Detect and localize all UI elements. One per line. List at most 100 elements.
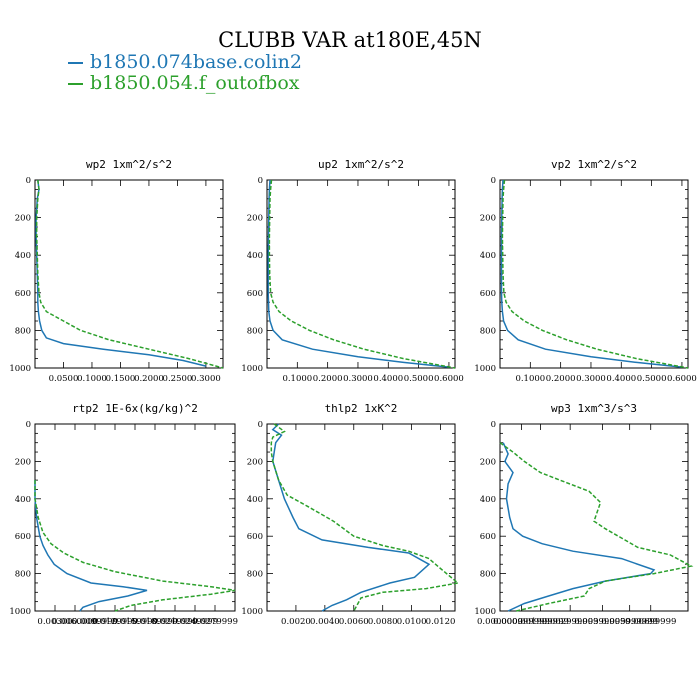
y-tick-label: 200 <box>15 214 31 224</box>
panel-frame <box>266 423 456 612</box>
x-tick-label: 0.0120 <box>426 617 456 627</box>
panel-4: thlp2 1xK^2 0 200 400 600 800 1000 0.0020 0.0040… <box>241 402 460 627</box>
y-tick-label: 600 <box>480 289 496 299</box>
panel-title: thlp2 1xK^2 <box>325 402 398 415</box>
panel-5: wp3 1xm^3/s^3020040060080010000.00000000… <box>474 402 694 627</box>
y-tick-label: 400 <box>15 251 31 261</box>
y-tick-label: 800 <box>480 326 496 336</box>
series-base-line <box>500 179 682 368</box>
x-tick-label: 0.00699999 <box>625 617 676 627</box>
y-tick-label: 200 <box>480 457 496 467</box>
legend-label-outofbox: b1850.054.f_outofbox <box>90 72 300 94</box>
panel-0: wp2 1xm^2/s^2 0 200 400 600 800 1000 0.05000.10… <box>9 158 224 384</box>
x-tick-label: 0.1000 <box>77 374 107 384</box>
x-tick-label: 0.00300 <box>37 617 72 627</box>
panel-frame <box>499 179 689 369</box>
series-outofbox-line <box>501 179 689 369</box>
y-tick-label: 200 <box>247 457 263 467</box>
y-tick-label: 400 <box>247 495 263 505</box>
y-tick-label: 800 <box>480 570 496 580</box>
x-tick-label: 0.6000 <box>667 374 697 384</box>
series-base-line <box>502 442 656 612</box>
legend-swatch-outofbox <box>68 82 83 85</box>
x-tick-label: 0.2000 <box>313 374 343 384</box>
y-tick-label: 800 <box>247 326 263 336</box>
x-tick-label: 0.2000 <box>134 374 164 384</box>
y-tick-label: 400 <box>15 495 31 505</box>
x-tick-label: 0.003999999 <box>574 617 631 627</box>
y-tick-label: 800 <box>15 326 31 336</box>
legend: b1850.074base.colin2 b1850.054.f_outofbo… <box>68 52 302 94</box>
x-tick-label: 0.3000 <box>576 374 606 384</box>
x-tick-label: 0.6000 <box>434 374 464 384</box>
y-tick-label: 600 <box>247 532 263 542</box>
x-tick-label: 0.2000 <box>546 374 576 384</box>
y-tick-label: 800 <box>15 570 31 580</box>
legend-item-base: b1850.074base.colin2 <box>68 52 302 73</box>
panel-frame <box>266 179 456 369</box>
y-tick-label: 600 <box>480 532 496 542</box>
y-tick-label: 0 <box>258 420 263 430</box>
x-tick-label: 0.0219999 <box>152 617 198 627</box>
y-tick-label: 600 <box>15 532 31 542</box>
panel-title: wp3 1xm^3/s^3 <box>551 402 637 415</box>
series-base-line <box>271 423 431 612</box>
series-outofbox-line <box>35 179 224 369</box>
x-tick-label: 0.5000 <box>637 374 667 384</box>
x-tick-label: 0.5000 <box>404 374 434 384</box>
series-outofbox-line <box>34 480 236 612</box>
x-tick-label: 0.0129999 <box>92 617 138 627</box>
y-tick-label: 400 <box>480 495 496 505</box>
x-tick-label: 0.001999999 <box>512 617 569 627</box>
series-outofbox-line <box>499 442 694 612</box>
legend-swatch-base <box>68 61 83 64</box>
x-tick-label: 0.000999999 <box>493 617 550 627</box>
y-tick-label: 0 <box>491 420 496 430</box>
x-tick-label: 0.1500 <box>106 374 136 384</box>
x-tick-label: 0.4000 <box>373 374 403 384</box>
x-tick-label: 0.1000 <box>282 374 312 384</box>
y-tick-label: 0 <box>491 176 496 186</box>
x-tick-label: 0.3000 <box>191 374 221 384</box>
y-tick-label: 0 <box>26 176 31 186</box>
y-tick-label: 400 <box>247 251 263 261</box>
panel-frame <box>34 423 236 612</box>
y-tick-label: 1000 <box>241 364 263 374</box>
y-tick-label: 0 <box>258 176 263 186</box>
x-tick-label: 0.1000 <box>515 374 545 384</box>
panel-3: rtp2 1E-6x(kg/kg)^2 0 200 400 600 800 1000 0.00… <box>9 402 238 627</box>
series-base-line <box>34 480 148 612</box>
y-tick-label: 1000 <box>241 607 263 617</box>
x-tick-label: 0.0249999 <box>172 617 218 627</box>
x-tick-label: 0.2500 <box>163 374 193 384</box>
x-tick-label: 0.0000000 <box>477 617 523 627</box>
y-tick-label: 0 <box>26 420 31 430</box>
x-tick-label: 0.0100 <box>397 617 427 627</box>
x-tick-label: 0.0099999 <box>72 617 118 627</box>
panel-2: vp2 1xm^2/s^2 0 200 400 600 800 1000 0.1000 0.20… <box>474 158 696 384</box>
x-tick-label: 0.0500 <box>49 374 79 384</box>
legend-item-outofbox: b1850.054.f_outofbox <box>68 73 302 94</box>
y-tick-label: 1000 <box>9 607 31 617</box>
panel-title: wp2 1xm^2/s^2 <box>86 158 172 171</box>
y-tick-label: 600 <box>15 289 31 299</box>
panel-title: vp2 1xm^2/s^2 <box>551 158 637 171</box>
x-tick-label: 0.002999999 <box>542 617 599 627</box>
series-outofbox-line <box>268 179 456 369</box>
panel-title: up2 1xm^2/s^2 <box>318 158 404 171</box>
x-tick-label: 0.005999999 <box>601 617 658 627</box>
x-tick-label: 0.0159999 <box>112 617 158 627</box>
y-tick-label: 200 <box>15 457 31 467</box>
x-tick-label: 0.3000 <box>343 374 373 384</box>
y-tick-label: 800 <box>247 570 263 580</box>
series-outofbox-line <box>270 423 460 612</box>
legend-label-base: b1850.074base.colin2 <box>90 51 302 73</box>
y-tick-label: 400 <box>480 251 496 261</box>
series-base-line <box>35 179 207 367</box>
y-tick-label: 600 <box>247 289 263 299</box>
x-tick-label: 0.0080 <box>368 617 398 627</box>
figure-title: CLUBB VAR at180E,45N <box>218 28 482 52</box>
y-tick-label: 1000 <box>474 364 496 374</box>
x-tick-label: 0.4000 <box>606 374 636 384</box>
